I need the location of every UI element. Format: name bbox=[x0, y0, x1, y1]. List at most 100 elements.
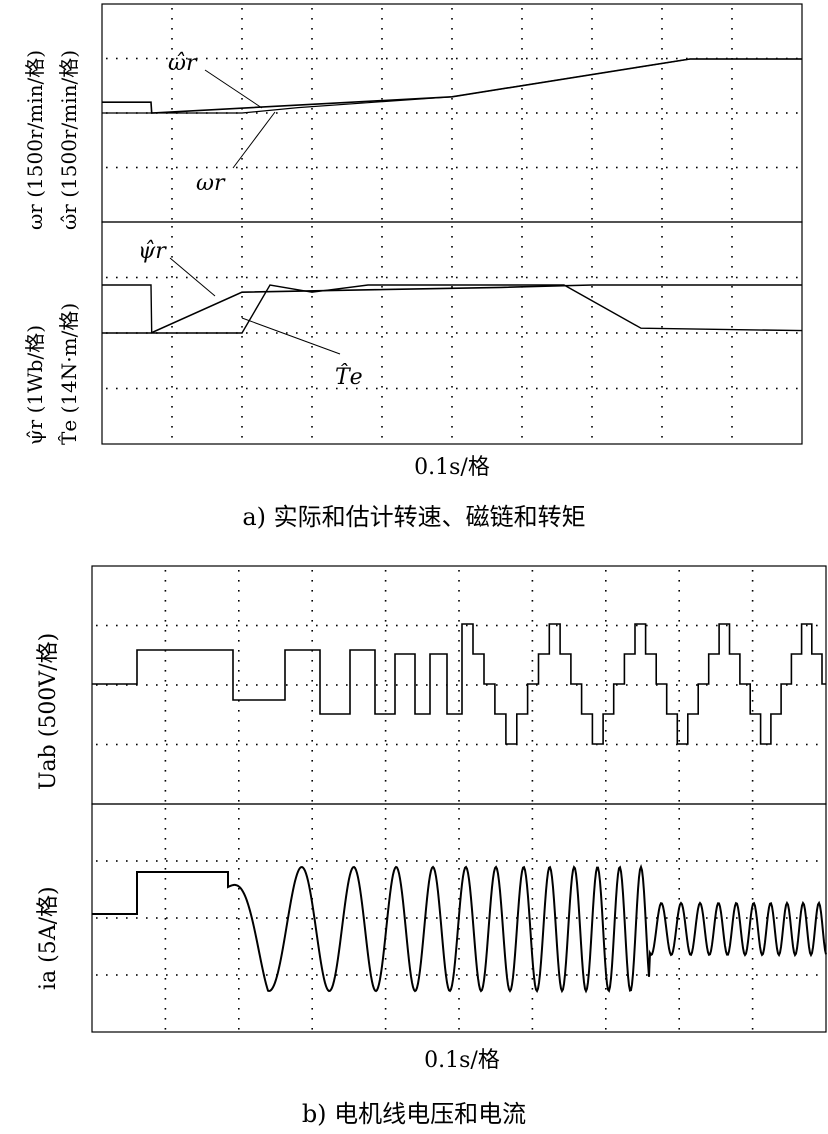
grid-dot bbox=[766, 974, 768, 976]
panel-b: Uab (500V/格) ia (5A/格) 0.1s/格 b) 电机线电压和电… bbox=[36, 565, 827, 1128]
grid-dot bbox=[311, 818, 313, 820]
grid-dot bbox=[166, 166, 168, 169]
grid-dot bbox=[731, 286, 733, 288]
grid-dot bbox=[384, 818, 387, 820]
grid-dot bbox=[605, 680, 607, 682]
grid-dot bbox=[605, 868, 607, 870]
grid-dot bbox=[356, 166, 358, 169]
grid-dot bbox=[171, 218, 173, 220]
grid-dot bbox=[311, 828, 313, 830]
grid-dot bbox=[456, 57, 458, 60]
grid-dot bbox=[666, 166, 668, 169]
grid-dot bbox=[238, 878, 240, 880]
grid-dot bbox=[146, 624, 148, 627]
grid-dot bbox=[311, 88, 313, 90]
grid-dot bbox=[451, 198, 453, 200]
omega-leader bbox=[232, 111, 276, 169]
grid-dot bbox=[796, 860, 798, 862]
grid-dot bbox=[516, 860, 518, 862]
grid-dot bbox=[126, 166, 128, 169]
grid-dot bbox=[216, 860, 218, 862]
grid-dot bbox=[238, 690, 240, 692]
grid-dot bbox=[661, 266, 663, 268]
grid-dot bbox=[384, 988, 387, 990]
grid-dot bbox=[531, 750, 534, 752]
grid-dot bbox=[731, 336, 733, 338]
grid-dot bbox=[396, 332, 398, 334]
grid-dot bbox=[776, 112, 778, 114]
grid-dot bbox=[256, 166, 258, 169]
grid-dot bbox=[731, 256, 733, 258]
grid-dot bbox=[381, 98, 383, 100]
grid-dot bbox=[451, 386, 453, 388]
grid-dot bbox=[531, 590, 534, 592]
grid-dot bbox=[164, 898, 167, 900]
grid-dot bbox=[606, 112, 608, 114]
grid-dot bbox=[716, 743, 718, 746]
grid-dot bbox=[458, 1008, 460, 1010]
grid-dot bbox=[236, 387, 238, 390]
grid-dot bbox=[326, 166, 328, 169]
grid-dot bbox=[164, 998, 167, 1000]
grid-dot bbox=[521, 436, 523, 438]
grid-dot bbox=[136, 743, 138, 746]
grid-dot bbox=[531, 858, 534, 860]
grid-dot bbox=[531, 690, 534, 692]
grid-dot bbox=[311, 118, 313, 120]
grid-dot bbox=[356, 974, 358, 976]
grid-dot bbox=[384, 800, 387, 802]
grid-dot bbox=[566, 332, 568, 334]
grid-dot bbox=[146, 860, 148, 862]
grid-dot bbox=[731, 218, 733, 220]
grid-dot bbox=[686, 332, 688, 334]
grid-dot bbox=[676, 276, 678, 279]
grid-dot bbox=[458, 978, 460, 980]
grid-dot bbox=[136, 974, 138, 976]
grid-dot bbox=[531, 828, 534, 830]
grid-dot bbox=[406, 387, 408, 390]
grid-dot bbox=[696, 112, 698, 114]
grid-dot bbox=[531, 720, 534, 722]
grid-dot bbox=[476, 624, 478, 627]
grid-dot bbox=[206, 684, 208, 686]
grid-dot bbox=[591, 366, 593, 368]
grid-dot bbox=[678, 1028, 680, 1030]
grid-dot bbox=[731, 366, 733, 368]
grid-dot bbox=[751, 828, 754, 830]
grid-dot bbox=[381, 58, 383, 60]
grid-dot bbox=[458, 1028, 460, 1030]
grid-dot bbox=[381, 48, 383, 50]
grid-dot bbox=[356, 276, 358, 279]
grid-dot bbox=[776, 860, 778, 862]
grid-dot bbox=[356, 860, 358, 862]
grid-dot bbox=[381, 416, 383, 418]
grid-dot bbox=[171, 386, 173, 388]
grid-dot bbox=[384, 650, 387, 652]
grid-dot bbox=[636, 166, 638, 169]
grid-dot bbox=[451, 406, 453, 408]
grid-dot bbox=[396, 917, 398, 919]
grid-dot bbox=[726, 860, 728, 862]
grid-dot bbox=[678, 760, 680, 762]
grid-dot bbox=[311, 256, 313, 258]
grid-dot bbox=[381, 276, 383, 278]
grid-dot bbox=[266, 624, 268, 627]
grid-dot bbox=[746, 684, 748, 686]
grid-dot bbox=[591, 28, 593, 30]
grid-dot bbox=[241, 256, 243, 258]
grid-dot bbox=[311, 158, 313, 160]
grid-dot bbox=[726, 684, 728, 686]
grid-dot bbox=[164, 720, 167, 722]
grid-dot bbox=[311, 336, 313, 338]
grid-dot bbox=[796, 917, 798, 919]
grid-dot bbox=[116, 917, 118, 919]
grid-dot bbox=[296, 917, 298, 919]
grid-dot bbox=[384, 858, 387, 860]
grid-dot bbox=[591, 88, 593, 90]
grid-dot bbox=[756, 387, 758, 390]
grid-dot bbox=[256, 57, 258, 60]
grid-dot bbox=[146, 387, 148, 390]
grid-dot bbox=[678, 670, 680, 672]
grid-dot bbox=[366, 684, 368, 686]
grid-dot bbox=[751, 838, 754, 840]
